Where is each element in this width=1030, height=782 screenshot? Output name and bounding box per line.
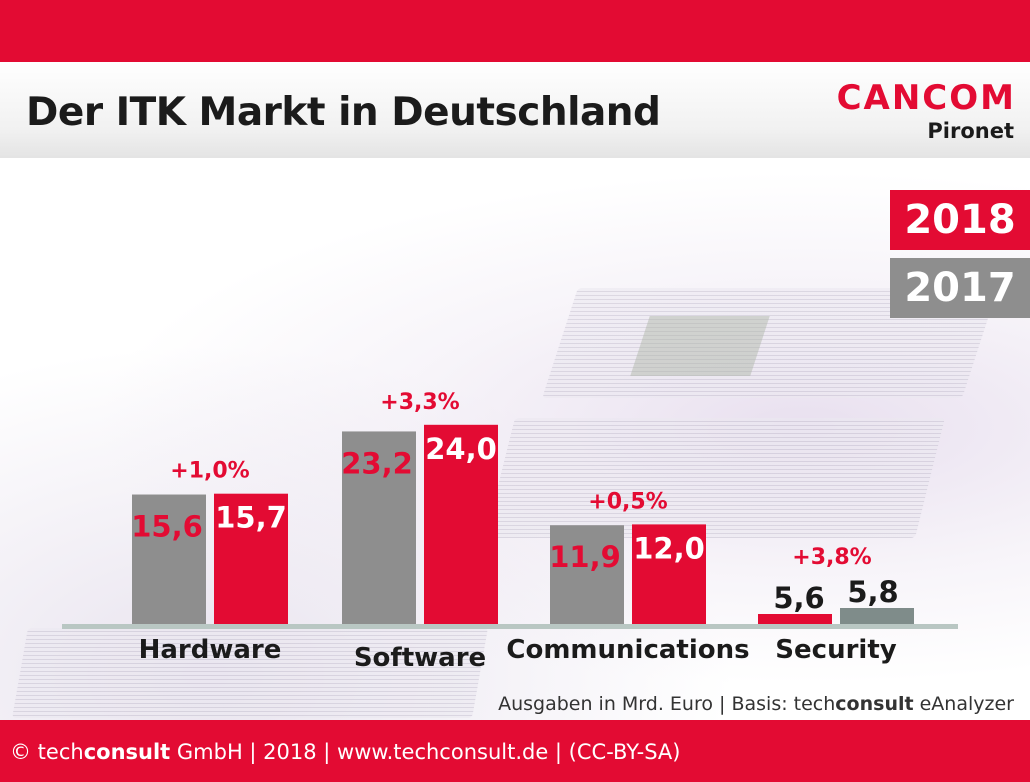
footer: © techconsult GmbH | 2018 | www.techcons… xyxy=(0,720,1030,782)
bar-2018-hardware xyxy=(214,493,288,624)
bar-2018-communications xyxy=(632,524,706,624)
page-title: Der ITK Markt in Deutschland xyxy=(26,90,661,135)
legend-2017: 2017 xyxy=(890,258,1030,318)
top-band xyxy=(0,0,1030,62)
growth-label-communications: +0,5% xyxy=(588,489,667,514)
value-label-2017-security: 5,6 xyxy=(773,581,824,615)
source-note-prefix: Ausgaben in Mrd. Euro | Basis: tech xyxy=(498,693,836,715)
category-label-communications: Communications xyxy=(506,635,749,665)
bar-2018-security xyxy=(840,608,914,624)
value-label-2017-communications: 11,9 xyxy=(549,540,621,574)
bar-2018-software xyxy=(424,424,498,624)
footer-prefix: © tech xyxy=(10,740,84,764)
bar-2017-security xyxy=(758,614,832,624)
footer-brand: consult xyxy=(83,740,171,764)
value-label-2017-software: 23,2 xyxy=(341,446,413,480)
source-note-suffix: eAnalyzer xyxy=(913,693,1014,715)
growth-label-security: +3,8% xyxy=(792,545,871,570)
header: Der ITK Markt in Deutschland CANCOM Piro… xyxy=(0,62,1030,158)
x-axis-baseline xyxy=(62,624,958,629)
footer-suffix: GmbH | 2018 | www.techconsult.de | (CC-B… xyxy=(170,740,681,764)
growth-label-software: +3,3% xyxy=(380,390,459,415)
source-note: Ausgaben in Mrd. Euro | Basis: techconsu… xyxy=(498,693,1014,715)
bar-2017-hardware xyxy=(132,494,206,624)
value-label-2018-hardware: 15,7 xyxy=(215,501,287,535)
bar-2017-software xyxy=(342,431,416,624)
bar-2017-communications xyxy=(550,525,624,624)
pironet-logo: Pironet xyxy=(927,119,1014,143)
value-label-2018-security: 5,8 xyxy=(847,575,898,609)
growth-label-hardware: +1,0% xyxy=(170,459,249,484)
value-label-2018-software: 24,0 xyxy=(425,432,497,466)
category-label-security: Security xyxy=(775,635,896,665)
chart-area: 15,6 15,7 +1,0% Hardware 23,2 24,0 +3,3% Softwa… xyxy=(0,158,1030,720)
source-note-brand: consult xyxy=(835,693,914,715)
bar-chart: 15,6 15,7 +1,0% Hardware 23,2 24,0 +3,3% Softwa… xyxy=(62,390,958,673)
category-label-hardware: Hardware xyxy=(139,635,282,665)
value-label-2018-communications: 12,0 xyxy=(633,531,705,565)
value-label-2017-hardware: 15,6 xyxy=(131,510,203,544)
footer-text: © techconsult GmbH | 2018 | www.techcons… xyxy=(10,740,680,764)
category-label-software: Software xyxy=(354,643,486,673)
legend-2018: 2018 xyxy=(890,190,1030,250)
cancom-logo: CANCOM xyxy=(836,78,1016,118)
